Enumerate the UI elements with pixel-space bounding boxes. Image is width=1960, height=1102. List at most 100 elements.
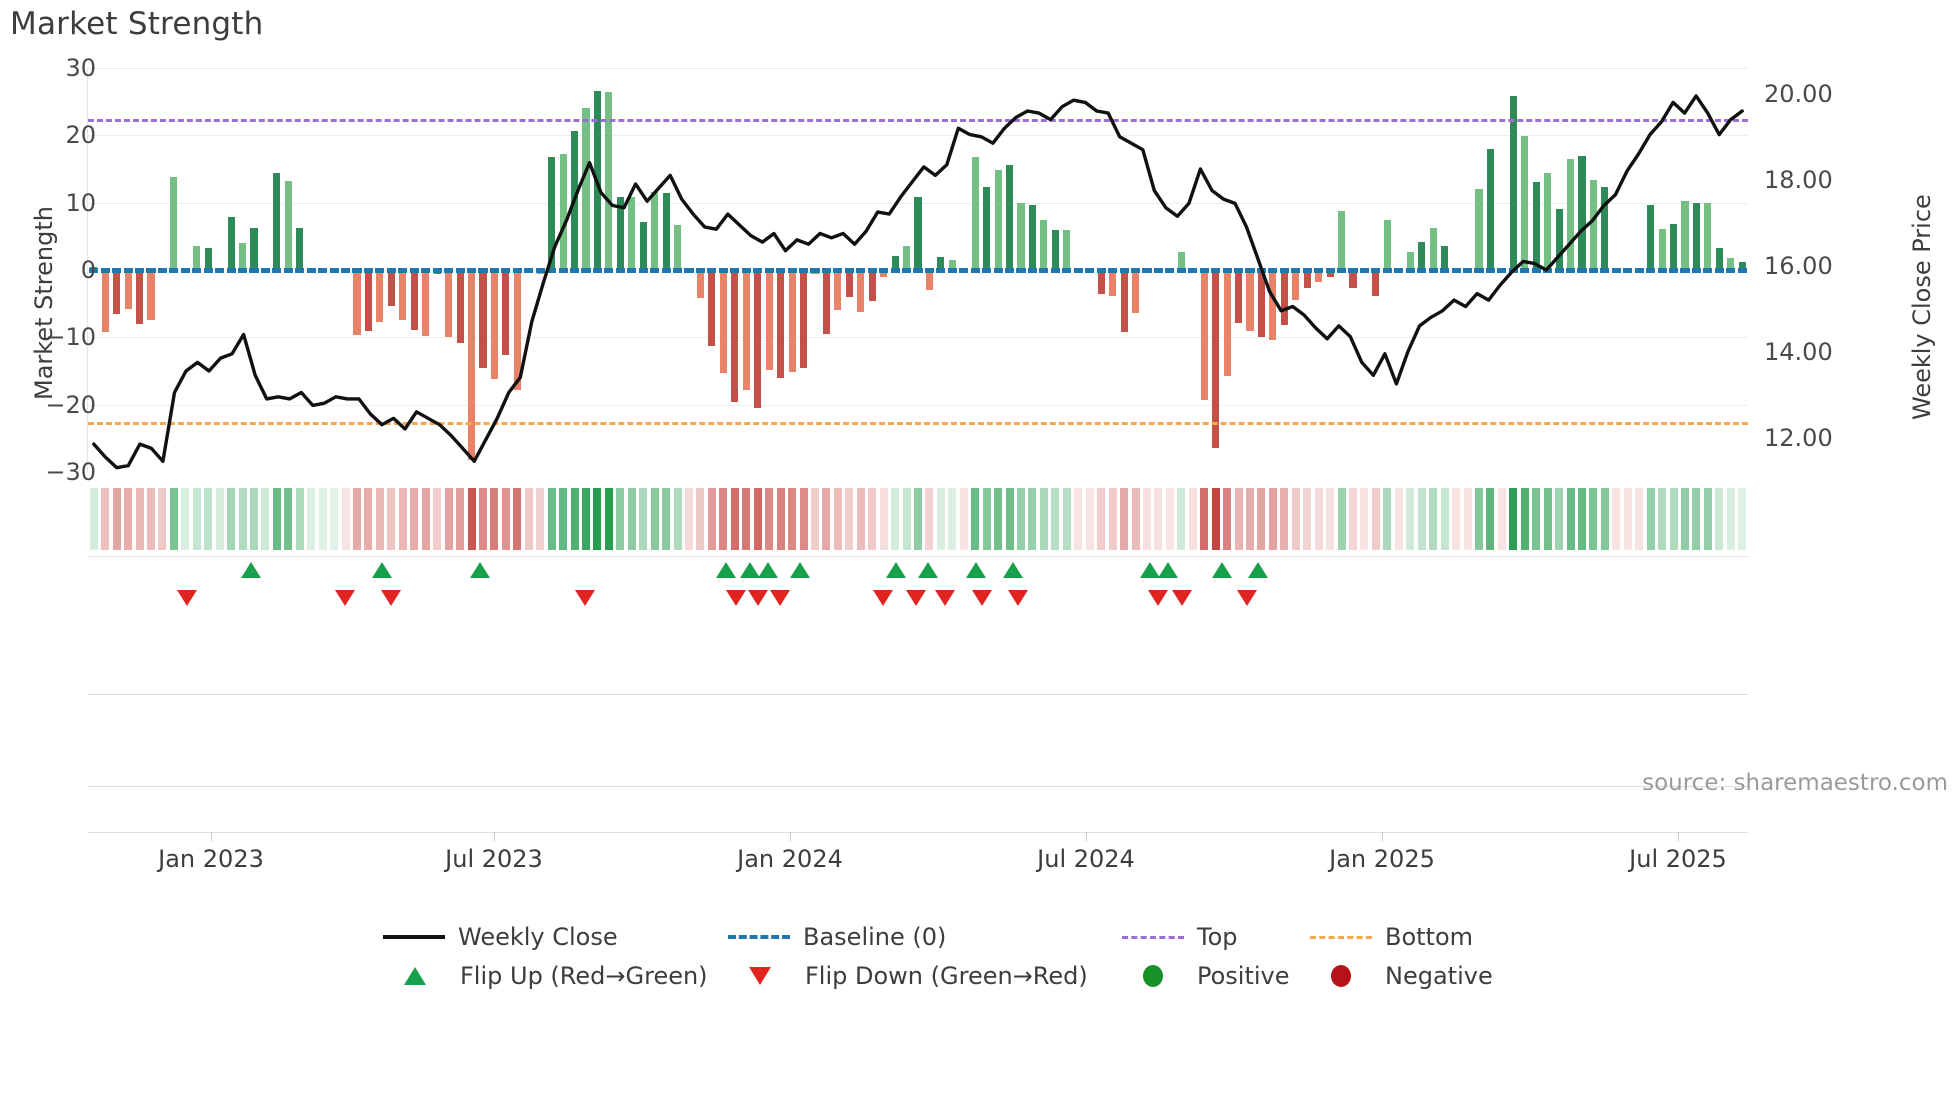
baseline-stub — [1680, 268, 1690, 273]
reference-line-bottom — [88, 421, 1748, 425]
heatmap-cell — [536, 488, 545, 550]
heatmap-cell — [547, 488, 556, 550]
bar — [193, 246, 201, 270]
flip-down-marker — [972, 590, 992, 606]
baseline-stub — [902, 268, 912, 273]
heatmap-cell — [1394, 488, 1403, 550]
heatmap-cell — [1131, 488, 1140, 550]
heatmap-cell — [204, 488, 213, 550]
baseline-stub — [879, 268, 889, 273]
baseline-stub — [524, 268, 534, 273]
baseline-stub — [1405, 268, 1415, 273]
bar — [948, 259, 956, 270]
baseline-stub — [1394, 268, 1404, 273]
flip-up-marker — [886, 562, 906, 578]
baseline-stub — [180, 268, 190, 273]
baseline-stub — [318, 268, 328, 273]
baseline-stub — [1199, 268, 1209, 273]
heatmap-cell — [1188, 488, 1197, 550]
legend-item-label: Weekly Close — [458, 923, 618, 951]
baseline-stub — [1485, 268, 1495, 273]
baseline-stub — [421, 268, 431, 273]
flip-down-marker — [748, 590, 768, 606]
baseline-stub — [89, 268, 99, 273]
heatmap-cell — [146, 488, 155, 550]
x-tick-label: Jan 2025 — [1329, 845, 1435, 873]
reference-line-top — [88, 118, 1748, 122]
legend-item[interactable]: Negative — [1310, 964, 1493, 988]
baseline-stub — [1119, 268, 1129, 273]
legend-item[interactable]: Flip Down (Green→Red) — [728, 964, 1088, 988]
bar — [1097, 270, 1105, 295]
legend-item[interactable]: Bottom — [1310, 925, 1473, 949]
baseline-stub — [718, 268, 728, 273]
bar — [1372, 270, 1380, 297]
baseline-stub — [535, 268, 545, 273]
baseline-stub — [615, 268, 625, 273]
bar — [845, 270, 853, 297]
weekly-close-line-icon — [383, 935, 445, 939]
bar — [582, 108, 590, 270]
legend-item-label: Baseline (0) — [803, 923, 947, 951]
bar — [296, 228, 304, 270]
baseline-stub — [100, 268, 110, 273]
baseline-stub — [947, 268, 957, 273]
lower-divider-2 — [88, 786, 1748, 787]
heatmap-cell — [1039, 488, 1048, 550]
bar — [639, 221, 647, 270]
baseline-stub — [695, 268, 706, 273]
heatmap-cell — [295, 488, 304, 550]
baseline-stub — [249, 268, 259, 273]
flip-down-marker — [177, 590, 197, 606]
baseline-stub — [386, 268, 396, 273]
heatmap-cell — [616, 488, 625, 550]
baseline-stub — [833, 268, 843, 273]
bar — [1578, 155, 1586, 270]
bar — [696, 270, 705, 299]
baseline-stub — [1451, 268, 1461, 273]
flip-down-marker — [575, 590, 595, 606]
heatmap-cell — [249, 488, 258, 550]
baseline-stub — [1737, 268, 1747, 273]
bar — [1200, 270, 1208, 400]
baseline-stub — [810, 268, 820, 273]
bar — [445, 270, 453, 338]
baseline-stub — [1291, 268, 1301, 273]
bar — [227, 217, 235, 270]
lower-divider-1 — [88, 694, 1748, 695]
bar — [1692, 202, 1701, 270]
baseline-stub — [1623, 268, 1633, 273]
bar — [1006, 164, 1014, 270]
baseline-stub — [272, 268, 282, 273]
bar — [387, 270, 395, 307]
heatmap-cell — [1314, 488, 1323, 550]
baseline-stub — [1302, 268, 1312, 273]
bar — [880, 270, 888, 277]
baseline-stub — [1325, 268, 1335, 273]
heatmap-cell — [959, 488, 968, 550]
heatmap-cell — [364, 488, 373, 550]
legend-item[interactable]: Weekly Close — [383, 925, 618, 949]
bar — [135, 270, 144, 324]
heatmap-cell — [868, 488, 877, 550]
flip-up-marker — [740, 562, 760, 578]
heatmap-cell — [375, 488, 384, 550]
legend-item[interactable]: Positive — [1122, 964, 1290, 988]
heatmap-cell — [318, 488, 327, 550]
bar — [925, 270, 933, 291]
bar — [113, 270, 121, 314]
baseline-stub — [1611, 268, 1621, 273]
chart-legend: Weekly Close Baseline (0) Top Bottom Flip Up… — [0, 925, 1960, 1035]
heatmap-cell — [994, 488, 1003, 550]
heatmap-cell — [215, 488, 224, 550]
heatmap-cell — [1600, 488, 1609, 550]
legend-item[interactable]: Baseline (0) — [728, 925, 946, 949]
baseline-stub — [581, 268, 591, 273]
baseline-stub — [1153, 268, 1163, 273]
heatmap-cell — [490, 488, 499, 550]
baseline-stub — [936, 268, 946, 273]
legend-item[interactable]: Top — [1122, 925, 1238, 949]
legend-item[interactable]: Flip Up (Red→Green) — [383, 964, 708, 988]
heatmap-cell — [822, 488, 831, 550]
heatmap-cell — [1268, 488, 1277, 550]
